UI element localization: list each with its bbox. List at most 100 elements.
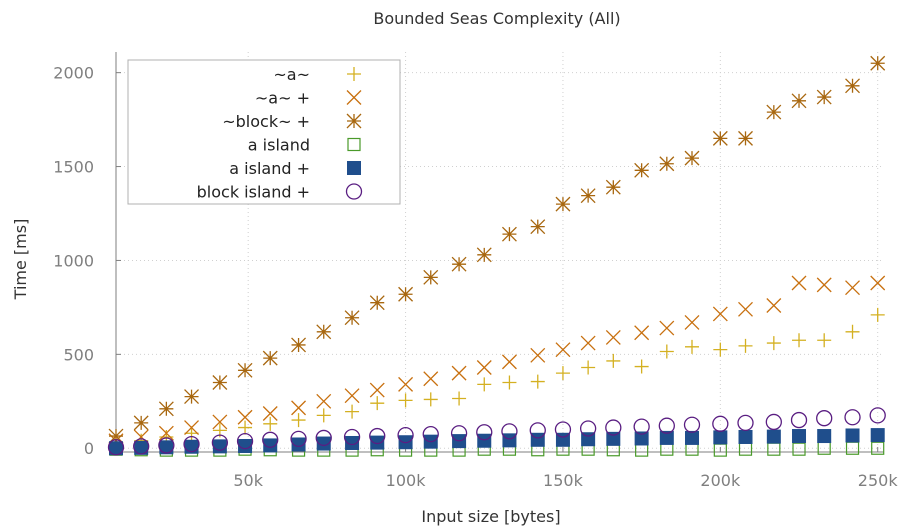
y-axis-label: Time [ms] bbox=[11, 219, 30, 301]
data-point bbox=[659, 344, 674, 359]
data-point bbox=[477, 377, 492, 392]
data-point bbox=[398, 393, 413, 408]
legend-box bbox=[127, 59, 401, 205]
data-point bbox=[315, 429, 332, 447]
data-point bbox=[869, 407, 886, 424]
data-point bbox=[184, 426, 199, 441]
data-point bbox=[555, 342, 571, 358]
data-point bbox=[659, 430, 674, 445]
legend-marker bbox=[346, 113, 362, 129]
legend-marker bbox=[347, 137, 361, 152]
data-point bbox=[423, 269, 439, 285]
data-point bbox=[422, 426, 439, 443]
data-point bbox=[211, 434, 229, 451]
data-point bbox=[345, 435, 360, 450]
data-point bbox=[845, 78, 860, 94]
data-point bbox=[634, 431, 649, 446]
data-point bbox=[184, 420, 200, 436]
data-point bbox=[684, 150, 700, 166]
data-point bbox=[738, 130, 753, 146]
data-point bbox=[530, 347, 546, 363]
data-point bbox=[369, 295, 385, 311]
data-point bbox=[766, 104, 782, 120]
data-point bbox=[581, 360, 596, 375]
data-point bbox=[397, 426, 414, 444]
data-point bbox=[133, 438, 150, 455]
data-point bbox=[262, 350, 278, 366]
data-point bbox=[659, 320, 675, 336]
series-asterisk bbox=[108, 55, 886, 444]
data-point bbox=[238, 420, 253, 435]
data-point bbox=[262, 406, 278, 421]
data-point bbox=[290, 430, 307, 448]
data-point bbox=[451, 365, 467, 381]
data-point bbox=[183, 435, 200, 453]
data-point bbox=[791, 275, 807, 291]
data-point bbox=[108, 428, 124, 444]
data-point bbox=[291, 437, 306, 452]
data-point bbox=[501, 423, 518, 440]
data-point bbox=[291, 413, 306, 428]
data-point bbox=[291, 400, 307, 416]
data-point bbox=[817, 429, 832, 444]
data-point bbox=[212, 439, 227, 454]
legend-marker bbox=[347, 67, 361, 81]
data-point bbox=[109, 441, 123, 456]
data-point bbox=[605, 419, 622, 436]
data-point bbox=[370, 435, 385, 450]
data-point bbox=[738, 338, 753, 353]
data-point bbox=[580, 335, 596, 351]
data-point bbox=[133, 415, 149, 431]
data-point bbox=[423, 392, 438, 407]
data-point bbox=[344, 388, 360, 404]
data-point bbox=[579, 420, 597, 437]
data-point bbox=[844, 409, 861, 426]
data-point bbox=[766, 298, 782, 313]
x-tick-label: 250k bbox=[858, 471, 899, 490]
data-point bbox=[713, 342, 728, 357]
legend-label: block island + bbox=[197, 183, 310, 202]
data-point bbox=[792, 333, 807, 348]
series-open-circle bbox=[107, 407, 886, 456]
data-point bbox=[502, 375, 517, 390]
data-point bbox=[792, 442, 806, 456]
data-point bbox=[685, 339, 699, 354]
data-point bbox=[476, 247, 492, 263]
data-point bbox=[316, 436, 331, 451]
tick-labels: 50k 100k 150k 200k 250k 0 500 1000 1500 2000 bbox=[53, 64, 898, 490]
chart-title: Bounded Seas Complexity (All) bbox=[373, 9, 620, 28]
data-point bbox=[291, 337, 307, 353]
data-point bbox=[659, 156, 675, 172]
data-point bbox=[530, 219, 546, 235]
data-point bbox=[316, 393, 332, 409]
data-point bbox=[344, 310, 360, 326]
data-point bbox=[845, 428, 860, 443]
data-point bbox=[369, 382, 385, 398]
data-point bbox=[343, 428, 361, 446]
data-point bbox=[660, 442, 674, 456]
data-point bbox=[870, 307, 885, 322]
data-point bbox=[529, 422, 546, 439]
data-point bbox=[158, 401, 174, 417]
data-point bbox=[263, 416, 278, 431]
data-point bbox=[683, 416, 701, 433]
legend-label: a island bbox=[248, 136, 310, 155]
data-point bbox=[477, 433, 492, 448]
data-point bbox=[816, 277, 832, 293]
data-point bbox=[792, 429, 807, 444]
data-point bbox=[450, 425, 468, 442]
data-point bbox=[685, 430, 699, 445]
data-point bbox=[870, 275, 886, 291]
data-point bbox=[817, 333, 832, 348]
data-point bbox=[791, 93, 807, 109]
data-point bbox=[738, 429, 753, 444]
data-point bbox=[476, 424, 493, 441]
grid bbox=[116, 52, 884, 452]
data-point bbox=[237, 409, 253, 425]
data-point bbox=[605, 329, 621, 345]
x-tick-label: 150k bbox=[543, 471, 584, 490]
data-point bbox=[263, 438, 278, 453]
series-x bbox=[108, 275, 886, 449]
data-point bbox=[580, 188, 596, 204]
data-point bbox=[658, 417, 675, 434]
